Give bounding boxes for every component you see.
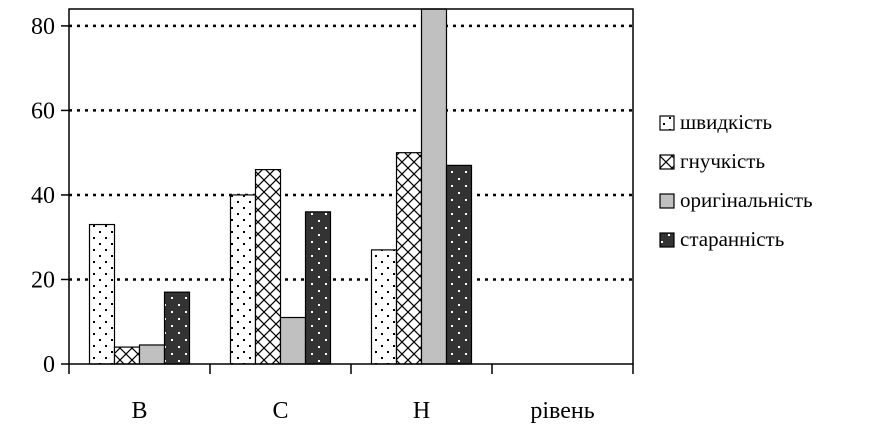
y-tick-label-40: 40	[31, 183, 55, 209]
y-tick-label-20: 20	[31, 267, 55, 293]
bar-оригінальність-С	[279, 316, 307, 365]
bar-старанність-Н	[445, 164, 473, 365]
bar-гнучкість-С	[254, 168, 282, 365]
legend-item-швидкість: швидкість	[659, 110, 772, 134]
legend-swatch-старанність	[659, 232, 675, 248]
legend-label-старанність: старанність	[680, 227, 784, 251]
x-tick-label-В: В	[131, 398, 147, 424]
legend-label-гнучкість: гнучкість	[680, 149, 765, 173]
bar-швидкість-В	[88, 223, 116, 365]
x-tick-label-С: С	[272, 398, 288, 424]
legend-swatch-швидкість	[659, 115, 675, 131]
legend-item-гнучкість: гнучкість	[659, 149, 765, 173]
legend-item-старанність: старанність	[659, 227, 784, 251]
bar-оригінальність-Н	[420, 8, 448, 365]
bar-швидкість-Н	[370, 249, 398, 365]
legend-label-швидкість: швидкість	[680, 110, 772, 134]
x-tick-label-рівень: рівень	[530, 398, 594, 424]
legend-label-оригінальність: оригінальність	[680, 188, 813, 212]
x-tick-label-Н: Н	[413, 398, 430, 424]
bar-старанність-В	[163, 291, 191, 365]
legend-swatch-гнучкість	[659, 154, 675, 170]
bars	[88, 8, 473, 365]
axes	[61, 8, 634, 374]
y-tick-label-0: 0	[43, 352, 55, 378]
legend: швидкість гнучкість оригінальність старанні…	[659, 110, 813, 251]
y-tick-labels: 0 20 40 60 80	[31, 14, 55, 378]
gridlines	[69, 24, 633, 281]
bar-гнучкість-В	[113, 346, 141, 365]
plot-frame	[68, 8, 634, 365]
bar-старанність-С	[304, 211, 332, 365]
y-tick-label-80: 80	[31, 14, 55, 40]
bar-оригінальність-В	[138, 344, 166, 365]
y-tick-label-60: 60	[31, 98, 55, 124]
bar-гнучкість-Н	[395, 152, 423, 365]
bar-швидкість-С	[229, 194, 257, 365]
legend-swatch-оригінальність	[659, 193, 675, 209]
legend-item-оригінальність: оригінальність	[659, 188, 813, 212]
